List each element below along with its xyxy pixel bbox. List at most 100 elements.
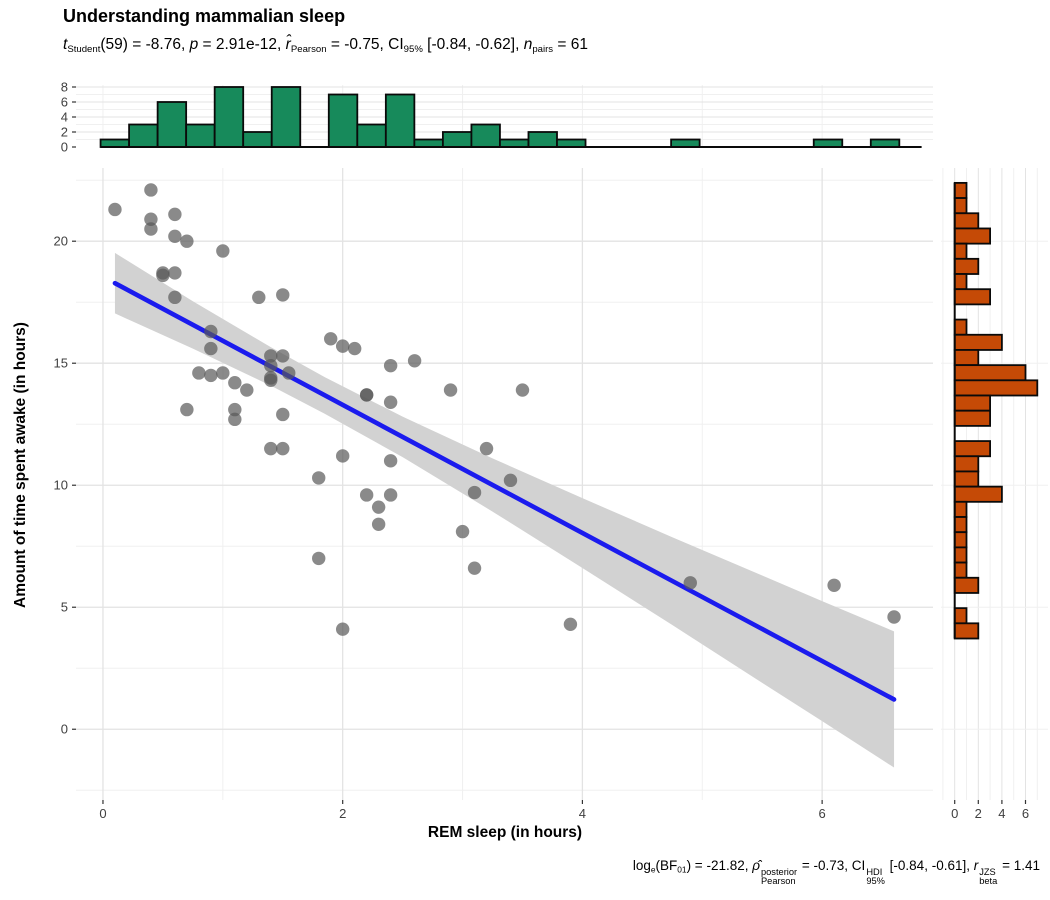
data-point xyxy=(335,622,350,636)
right-hist-bar xyxy=(953,470,980,488)
regression-line xyxy=(112,280,897,702)
tick-label: 2 xyxy=(61,125,68,140)
data-point xyxy=(312,551,326,566)
smooth xyxy=(114,252,895,768)
data-point xyxy=(324,332,338,346)
data-point xyxy=(887,610,901,624)
top-hist-bar xyxy=(556,138,587,148)
right-hist-bar xyxy=(953,516,968,534)
data-point xyxy=(264,441,278,456)
data-point xyxy=(228,376,242,390)
stacked-script: HDI 95% xyxy=(866,866,885,887)
tick-label: 4 xyxy=(998,806,1005,821)
right-hist-bar xyxy=(953,500,968,518)
top-hist-bar xyxy=(670,138,701,148)
tick-label: 2 xyxy=(339,806,346,821)
top-hist-bar xyxy=(213,86,245,148)
right-hist-bar xyxy=(953,349,980,367)
data-point xyxy=(467,561,482,575)
data-point xyxy=(276,349,290,363)
right-hist-bar xyxy=(953,607,968,625)
data-point xyxy=(282,366,296,380)
right-hist-bar xyxy=(953,546,968,564)
scatter-points xyxy=(108,183,901,636)
right-hist-bar xyxy=(953,531,968,549)
right-hist-bar xyxy=(953,440,992,458)
main-grid-major xyxy=(76,168,933,800)
data-point xyxy=(204,341,218,356)
data-point xyxy=(383,488,398,502)
right-histogram xyxy=(941,168,1048,800)
data-point xyxy=(144,212,158,226)
data-point xyxy=(108,202,122,217)
data-point xyxy=(683,576,697,590)
data-point xyxy=(216,366,230,380)
main-grid-minor xyxy=(76,168,933,800)
top-hist-bar xyxy=(99,138,130,148)
tick-label: 2 xyxy=(975,806,982,821)
confidence-band xyxy=(114,252,895,768)
top-hist-bar xyxy=(499,138,530,148)
tick-label: 6 xyxy=(1022,806,1029,821)
data-point xyxy=(563,617,578,632)
top-hist-bar xyxy=(413,138,444,148)
data-point xyxy=(347,341,362,356)
top-hist-bar xyxy=(527,131,558,148)
data-point xyxy=(240,383,254,397)
top-hist-bar xyxy=(441,131,473,148)
top-hist-bar xyxy=(384,93,416,148)
right-hist-bar xyxy=(953,561,968,579)
data-point xyxy=(827,578,841,592)
data-point xyxy=(252,290,266,305)
tick-label: 15 xyxy=(54,356,68,371)
data-point xyxy=(276,288,290,302)
top-hist-bar xyxy=(869,138,901,148)
right-hist-bar xyxy=(953,257,980,275)
tick-label: 6 xyxy=(819,806,826,821)
data-point xyxy=(264,358,278,373)
top-hist-bar xyxy=(356,123,387,148)
tick-label: 20 xyxy=(54,234,68,249)
top-hist-bar xyxy=(327,93,359,148)
right-hist-bar xyxy=(953,242,968,260)
y-axis-title: Amount of time spent awake (in hours) xyxy=(12,322,29,608)
right-hist-bar xyxy=(953,273,968,291)
data-point xyxy=(371,500,386,514)
data-point xyxy=(407,354,422,368)
data-point xyxy=(144,183,158,197)
data-point xyxy=(276,441,290,456)
data-point xyxy=(204,324,218,339)
data-point xyxy=(383,358,398,373)
tick-label: 0 xyxy=(99,806,106,821)
tick-label: 4 xyxy=(61,110,68,125)
data-point xyxy=(168,290,182,305)
right-hist-bar xyxy=(953,455,980,473)
data-point xyxy=(467,485,482,500)
top-hist-bar xyxy=(270,86,302,148)
tick-label: 0 xyxy=(951,806,958,821)
data-point xyxy=(168,207,182,222)
data-point xyxy=(264,349,278,363)
tick-label: 6 xyxy=(61,95,68,110)
top-hist-bar xyxy=(242,131,273,148)
data-point xyxy=(156,268,170,283)
data-point xyxy=(443,383,458,397)
right-hist-bar xyxy=(953,197,968,215)
right-hist-bar xyxy=(953,212,980,230)
data-point xyxy=(168,229,182,244)
data-point xyxy=(383,395,398,409)
stacked-script: posterior Pearson xyxy=(760,866,798,887)
right-hist-bar xyxy=(953,409,992,427)
data-point xyxy=(515,383,530,397)
data-point xyxy=(503,473,518,488)
data-point xyxy=(216,244,230,258)
data-point xyxy=(168,266,182,280)
data-point xyxy=(228,412,242,427)
top-hist-bar xyxy=(156,101,188,148)
top-histogram xyxy=(76,85,933,148)
stats-subtitle: tStudent(59) = -8.76, p = 2.91e-12, r̂Pe… xyxy=(63,36,589,55)
data-point xyxy=(383,454,398,468)
